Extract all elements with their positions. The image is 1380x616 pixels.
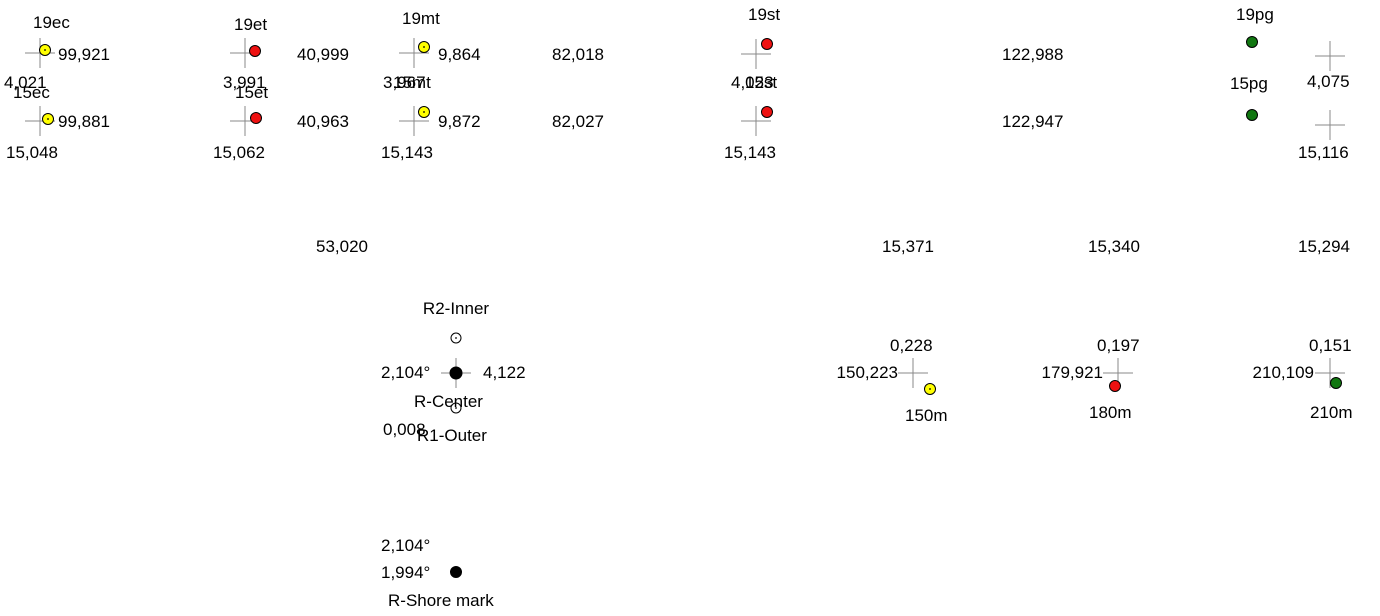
reference-distance: 4,122 <box>483 363 526 382</box>
gap-15: 82,027 <box>552 112 604 131</box>
marker-center-dot <box>44 49 46 51</box>
lateral-15mt: 15,143 <box>381 143 433 162</box>
reference-inner-label: R2-Inner <box>422 299 490 318</box>
lateral-15pg: 15,116 <box>1298 143 1349 162</box>
mark-150m-offset: 0,228 <box>890 336 933 355</box>
mark-150m-distance: 150,223 <box>836 363 898 382</box>
mark-210m-marker <box>1330 377 1342 389</box>
marker-center-dot <box>455 407 457 409</box>
span-15: 122,947 <box>1002 112 1064 131</box>
lateral-15st: 15,143 <box>724 143 776 162</box>
marker-center-dot <box>929 388 931 390</box>
mark-210m-distance: 210,109 <box>1252 363 1314 382</box>
mark-210m-offset: 0,151 <box>1309 336 1352 355</box>
distance-15371: 15,371 <box>882 237 934 256</box>
crosshair-15pg-right <box>1315 110 1345 140</box>
gap-19: 82,018 <box>552 45 604 64</box>
reference-outer-label: R1-Outer <box>417 426 487 445</box>
buoy-label-15st: 15st <box>745 73 778 92</box>
marker-center-dot <box>423 46 425 48</box>
shore-mark-label: R-Shore mark <box>388 591 494 610</box>
offset-et: 3,991 <box>223 73 266 92</box>
crosshair-15st <box>741 106 771 136</box>
mark-180m-marker <box>1109 380 1121 392</box>
buoy-label-15et: 15et <box>235 83 269 102</box>
mark-210m-label: 210m <box>1310 403 1353 422</box>
reference-offset: 0,008 <box>383 420 426 439</box>
crosshair-19st <box>741 39 771 69</box>
distance-19et: 40,999 <box>297 45 349 64</box>
buoy-label-19ec: 19ec <box>33 13 70 32</box>
distance-15ec: 99,881 <box>58 112 110 131</box>
distance-19mt: 9,864 <box>438 45 481 64</box>
marker-center-dot <box>423 111 425 113</box>
buoy-label-15ec: 15ec <box>13 83 50 102</box>
offset-ec: 4,021 <box>4 73 47 92</box>
buoy-19et-marker <box>249 45 261 57</box>
reference-center-marker <box>449 366 463 380</box>
distance-15340: 15,340 <box>1088 237 1140 256</box>
buoy-19pg-marker <box>1246 36 1258 48</box>
offset-st: 4,023 <box>731 73 774 92</box>
marker-center-dot <box>455 337 457 339</box>
offset-pg: 4,075 <box>1307 72 1350 91</box>
distance-15mt: 9,872 <box>438 112 481 131</box>
buoy-label-15pg: 15pg <box>1230 74 1268 93</box>
buoy-15et-marker <box>250 112 262 124</box>
span-19: 122,988 <box>1002 45 1064 64</box>
buoy-label-19et: 19et <box>234 15 268 34</box>
distance-15294: 15,294 <box>1298 237 1350 256</box>
distance-53020: 53,020 <box>316 237 368 256</box>
mark-180m-distance: 179,921 <box>1041 363 1103 382</box>
crosshair-15mt <box>399 106 429 136</box>
crosshair-19pg-right <box>1315 41 1345 71</box>
buoy-label-15mt: 15mt <box>393 73 431 92</box>
buoy-15st-marker <box>761 106 773 118</box>
distance-15et: 40,963 <box>297 112 349 131</box>
reference-angle: 2,104° <box>381 363 431 382</box>
offset-mt: 3,967 <box>383 73 426 92</box>
buoy-label-19mt: 19mt <box>402 9 440 28</box>
buoy-label-19st: 19st <box>748 5 781 24</box>
buoy-19st-marker <box>761 38 773 50</box>
buoy-label-19pg: 19pg <box>1236 5 1274 24</box>
lateral-15et: 15,062 <box>213 143 265 162</box>
shore-mark-marker <box>450 566 462 578</box>
distance-19ec: 99,921 <box>58 45 110 64</box>
buoy-15pg-marker <box>1246 109 1258 121</box>
shore-angle-b: 1,994° <box>381 563 431 582</box>
lateral-15ec: 15,048 <box>6 143 58 162</box>
crosshair-150m <box>898 358 928 388</box>
mark-150m-label: 150m <box>905 406 948 425</box>
mark-180m-offset: 0,197 <box>1097 336 1140 355</box>
shore-angle-a: 2,104° <box>381 536 431 555</box>
marker-center-dot <box>47 118 49 120</box>
mark-180m-label: 180m <box>1089 403 1132 422</box>
reference-center-label: R-Center <box>414 392 483 411</box>
